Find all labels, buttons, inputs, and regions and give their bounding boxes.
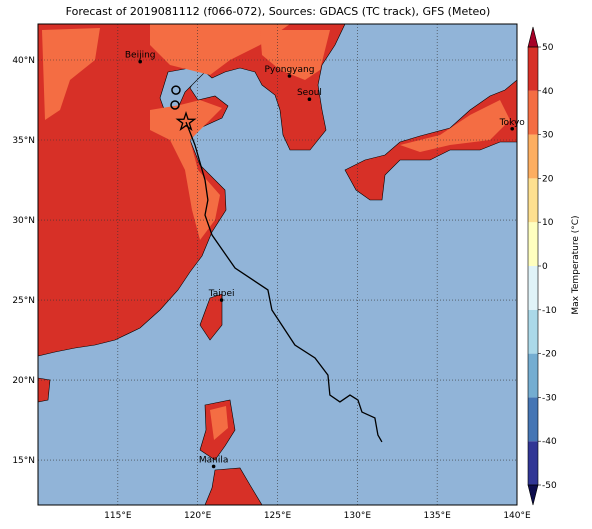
y-tick-label: 25°N xyxy=(12,296,35,306)
city-label: Tokyo xyxy=(499,118,526,128)
track-circle xyxy=(171,85,181,95)
colorbar-tick-label: -10 xyxy=(542,306,557,316)
y-tick-label: 20°N xyxy=(12,376,35,386)
colorbar-tick-label: -50 xyxy=(542,481,557,491)
warm-region xyxy=(400,100,510,152)
city-label: Taipei xyxy=(208,289,235,299)
star-marker xyxy=(175,111,197,132)
colorbar-bin xyxy=(528,397,538,442)
colorbar-bin xyxy=(528,47,538,91)
city-dot xyxy=(138,59,142,64)
colorbar-bin xyxy=(528,134,538,179)
colorbar-extend-high xyxy=(527,26,539,48)
colorbar-tick-label: -40 xyxy=(542,437,557,447)
colorbar-tick-label: 50 xyxy=(542,43,554,53)
colorbar-bin xyxy=(528,178,538,223)
y-tick-label: 15°N xyxy=(12,456,35,466)
colorbar-tick-label: 40 xyxy=(542,87,554,97)
taiwan xyxy=(199,293,223,341)
map-title: Forecast of 2019081112 (f066-072), Sourc… xyxy=(66,5,491,18)
colorbar-bin xyxy=(528,441,538,485)
track-circle xyxy=(170,100,180,110)
colorbar-bin xyxy=(528,309,538,354)
colorbar-tick-label: -20 xyxy=(542,350,557,360)
warm-region xyxy=(210,406,228,440)
x-tick-label: 115°E xyxy=(104,511,132,521)
x-tick-label: 140°E xyxy=(503,511,531,521)
map-area: Beijing Pyongyang Seoul Tokyo Taipei Manila xyxy=(37,23,525,506)
marks: Beijing Pyongyang Seoul Tokyo Taipei Manila xyxy=(125,51,525,469)
y-tick-label: 40°N xyxy=(12,56,35,66)
x-tick-label: 120°E xyxy=(184,511,212,521)
y-tick-label: 30°N xyxy=(12,216,35,226)
city-dot xyxy=(510,127,515,131)
colorbar-bin xyxy=(528,222,538,266)
colorbar-label: Max Temperature (°C) xyxy=(571,215,581,314)
colorbar-tick-label: 30 xyxy=(542,131,554,141)
colorbar-tick-label: 0 xyxy=(542,262,548,272)
colorbar: -50 -40 -30 -20 -10 0 10 20 30 40 50 xyxy=(527,26,557,506)
x-tick-label: 130°E xyxy=(344,511,372,521)
colorbar-bin xyxy=(528,266,538,310)
colorbar-tick-label: -30 xyxy=(542,393,557,403)
city-label: Seoul xyxy=(297,88,322,98)
city-dot xyxy=(307,97,312,102)
hainan xyxy=(37,377,51,403)
x-tick-label: 135°E xyxy=(423,511,451,521)
map-frame xyxy=(37,23,518,506)
colorbar-bin xyxy=(528,90,538,135)
city-label: Manila xyxy=(199,455,229,465)
warm-region xyxy=(42,28,100,120)
city-dot xyxy=(219,298,224,302)
city-label: Pyongyang xyxy=(265,65,315,75)
city-label: Beijing xyxy=(125,51,156,61)
x-tick-label: 125°E xyxy=(264,511,292,521)
storm-track xyxy=(185,121,383,443)
city-dot xyxy=(287,74,292,78)
y-tick-label: 35°N xyxy=(12,136,35,146)
colorbar-extend-low xyxy=(527,484,539,506)
colorbar-tick-label: 20 xyxy=(542,174,554,184)
colorbar-tick-label: 10 xyxy=(542,218,554,228)
warm-region xyxy=(150,24,290,75)
colorbar-bin xyxy=(528,353,538,398)
city-dot xyxy=(211,464,216,469)
warm-region xyxy=(150,100,222,240)
